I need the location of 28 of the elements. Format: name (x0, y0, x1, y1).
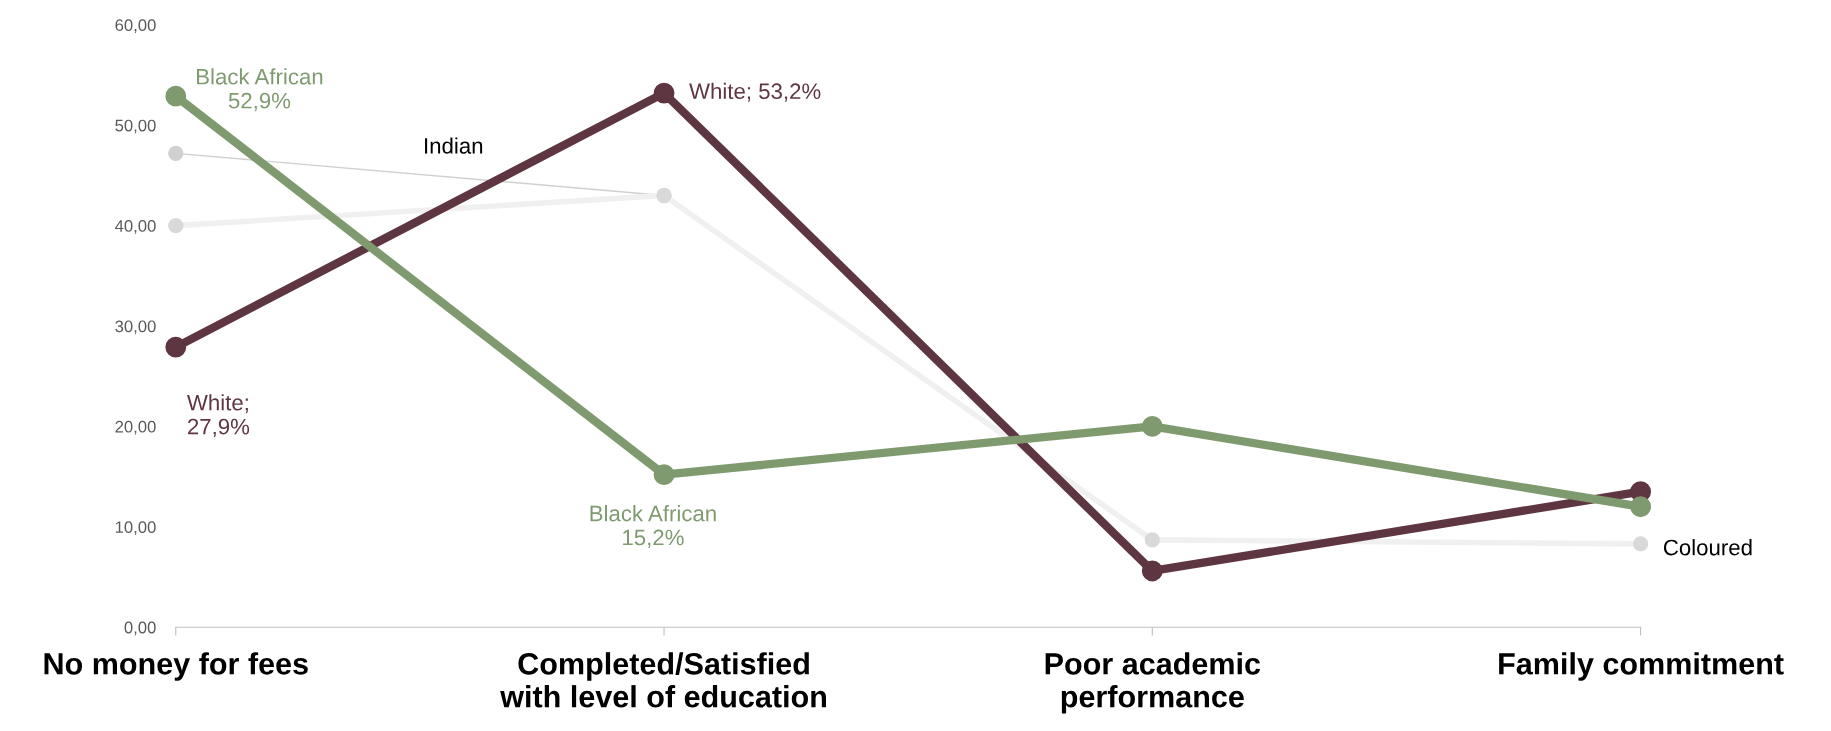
x-tick-label: Completed/Satisfied with level of education (500, 652, 826, 708)
point (1141, 415, 1163, 437)
point (1141, 560, 1163, 582)
point (653, 82, 675, 104)
point (1144, 532, 1160, 548)
x-tick-label: Family commitment (1499, 652, 1784, 681)
y-tick-label: 60,00 (115, 19, 156, 34)
point (1630, 496, 1651, 518)
point (165, 336, 187, 358)
series-label: Indian (425, 137, 483, 154)
point (165, 85, 187, 107)
data-label: Black African 52,9% (197, 68, 323, 112)
point (1632, 536, 1649, 552)
x-tick-label: No money for fees (44, 652, 308, 681)
y-tick-label: 10,00 (115, 521, 156, 535)
point (168, 217, 184, 234)
y-tick-label: 50,00 (115, 119, 156, 134)
data-label: White; 27,9% (187, 394, 250, 438)
point (168, 145, 184, 161)
data-label: White; 53,2% (689, 82, 821, 102)
y-tick-label: 30,00 (115, 320, 156, 335)
point (653, 464, 675, 486)
series-label: Coloured (1663, 539, 1752, 556)
y-tick-label: 40,00 (115, 220, 156, 234)
y-tick-label: 0,00 (124, 621, 156, 636)
data-label: Black African 15,2% (590, 505, 716, 548)
y-tick-label: 20,00 (115, 420, 156, 435)
x-tick-label: Poor academic performance (1045, 652, 1261, 714)
